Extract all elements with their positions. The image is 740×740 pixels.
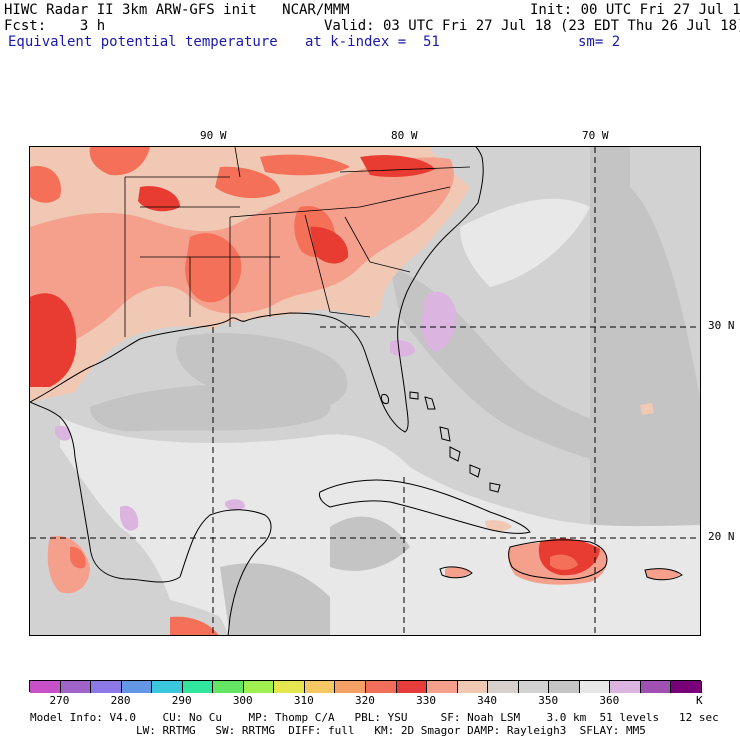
colorbar-swatch [182, 681, 214, 693]
lat-label-30n: 30 N [708, 319, 735, 332]
lon-label-70w: 70 W [582, 129, 609, 142]
colorbar-tick-label: 300 [232, 694, 253, 707]
colorbar-swatch [366, 681, 397, 693]
header-valid-time: Valid: 03 UTC Fri 27 Jul 18 (23 EDT Thu … [324, 18, 740, 34]
colorbar-tick-label: 340 [477, 694, 498, 707]
colorbar-swatch [549, 681, 580, 693]
colorbar-tick-label: 280 [110, 694, 131, 707]
colorbar-swatch [30, 681, 61, 693]
colorbar-tick-label: 350 [538, 694, 559, 707]
map-panel [29, 146, 701, 636]
header-forecast-hour: Fcst: 3 h [4, 18, 106, 34]
colorbar-unit: K [696, 694, 703, 707]
colorbar-tick-label: 330 [416, 694, 436, 707]
colorbar-swatch [152, 681, 183, 693]
colorbar-swatch [243, 681, 275, 693]
colorbar-swatch [640, 681, 672, 693]
header-init-time: Init: 00 UTC Fri 27 Jul 18 [530, 2, 740, 18]
colorbar-swatch [518, 681, 550, 693]
colorbar-swatch [457, 681, 489, 693]
colorbar-swatch [610, 681, 641, 693]
lon-label-90w: 90 W [200, 129, 227, 142]
footer-model-info: Model Info: V4.0 CU: No Cu MP: Thomp C/A… [30, 711, 719, 724]
header-title: HIWC Radar II 3km ARW-GFS init NCAR/MMM [4, 2, 350, 18]
smoothing-label: sm= 2 [578, 34, 621, 50]
footer-physics-info: LW: RRTMG SW: RRTMG DIFF: full KM: 2D Sm… [30, 724, 646, 737]
map-graphic [30, 147, 700, 635]
colorbar-tick-label: 310 [293, 694, 314, 707]
colorbar-swatch [91, 681, 122, 693]
colorbar-tick-label: 270 [49, 694, 70, 707]
colorbar-tick-label: 320 [355, 694, 375, 707]
colorbar-swatch [60, 681, 92, 693]
colorbar-swatch [121, 681, 153, 693]
colorbar-swatch [671, 681, 702, 693]
level-label: at k-index = 51 [305, 34, 440, 50]
colorbar-swatch [427, 681, 458, 693]
colorbar [29, 680, 702, 693]
colorbar-swatch [396, 681, 428, 693]
lon-label-80w: 80 W [391, 129, 418, 142]
lat-label-20n: 20 N [708, 530, 735, 543]
colorbar-swatch [213, 681, 244, 693]
colorbar-swatch [579, 681, 611, 693]
colorbar-tick-label: 360 [599, 694, 620, 707]
colorbar-swatch [488, 681, 519, 693]
colorbar-swatch [304, 681, 336, 693]
colorbar-tick-label: 290 [171, 694, 192, 707]
colorbar-swatch [335, 681, 366, 693]
colorbar-swatch [274, 681, 305, 693]
field-name: Equivalent potential temperature [8, 34, 278, 50]
